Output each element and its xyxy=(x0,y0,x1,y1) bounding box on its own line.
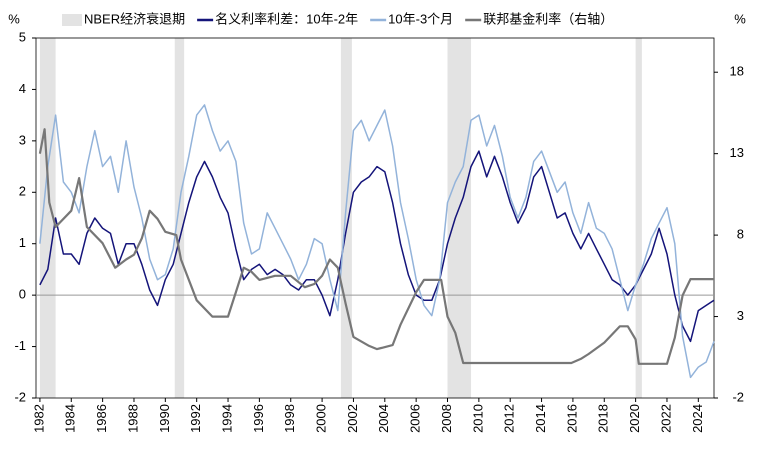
legend-label: 10年-3个月 xyxy=(388,11,453,26)
x-tick-label: 1992 xyxy=(188,404,203,433)
x-tick-label: 2016 xyxy=(564,404,579,433)
y-tick-label: 2 xyxy=(19,184,26,199)
recession-band xyxy=(39,38,56,398)
x-tick-label: 2014 xyxy=(533,404,548,433)
y2-tick-label: 13 xyxy=(730,145,744,160)
x-tick-label: 1986 xyxy=(94,404,109,433)
x-tick-label: 2020 xyxy=(627,404,642,433)
recession-band xyxy=(340,38,352,398)
series-line xyxy=(39,104,715,379)
y2-tick-label: 18 xyxy=(730,64,744,79)
series-line xyxy=(39,150,715,343)
y-tick-label: 0 xyxy=(19,287,26,302)
x-tick-label: 2006 xyxy=(408,404,423,433)
x-tick-label: 2012 xyxy=(502,404,517,433)
legend-label: NBER经济衰退期 xyxy=(84,11,185,26)
y-tick-label: 4 xyxy=(19,81,26,96)
x-tick-label: 2000 xyxy=(314,404,329,433)
x-tick-label: 2010 xyxy=(470,404,485,433)
x-tick-label: 2018 xyxy=(596,404,611,433)
y-axis-unit: % xyxy=(8,11,20,26)
series-line xyxy=(38,128,714,365)
x-tick-label: 1998 xyxy=(282,404,297,433)
y-tick-label: 5 xyxy=(19,29,26,44)
y-tick-label: 3 xyxy=(19,132,26,147)
x-tick-label: 2022 xyxy=(658,404,673,433)
x-tick-label: 1988 xyxy=(125,404,140,433)
y2-tick-label: 3 xyxy=(737,308,744,323)
legend-label: 名义利率利差：10年-2年 xyxy=(215,11,358,26)
y2-tick-label: 8 xyxy=(737,227,744,242)
recession-band xyxy=(447,38,472,398)
legend-swatch xyxy=(62,14,82,26)
y2-tick-label: -2 xyxy=(732,389,744,404)
recession-band xyxy=(635,38,642,398)
recession-band xyxy=(174,38,185,398)
y-tick-label: -1 xyxy=(14,338,26,353)
x-tick-label: 1982 xyxy=(31,404,46,433)
x-tick-label: 1984 xyxy=(63,404,78,433)
x-tick-label: 1990 xyxy=(157,404,172,433)
x-tick-label: 1996 xyxy=(251,404,266,433)
plot-frame xyxy=(35,37,715,399)
y2-axis-unit: % xyxy=(734,11,746,26)
x-tick-label: 2004 xyxy=(376,404,391,433)
x-tick-label: 2024 xyxy=(690,404,705,433)
x-tick-label: 2008 xyxy=(439,404,454,433)
x-tick-label: 2002 xyxy=(345,404,360,433)
y-tick-label: 1 xyxy=(19,235,26,250)
y-tick-label: -2 xyxy=(14,389,26,404)
x-tick-label: 1994 xyxy=(219,404,234,433)
legend-label: 联邦基金利率（右轴） xyxy=(483,11,613,26)
